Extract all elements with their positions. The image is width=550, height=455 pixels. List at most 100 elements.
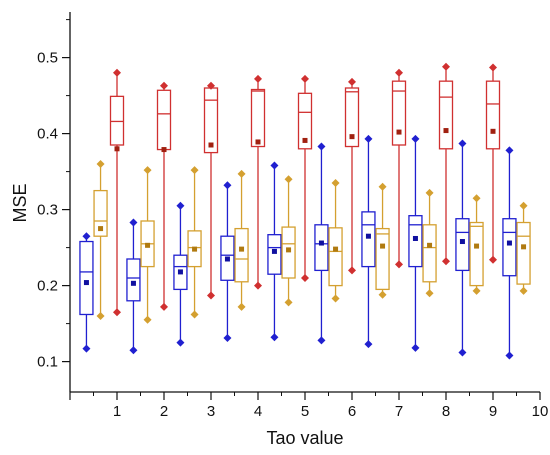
max-marker — [331, 179, 340, 187]
mean-marker — [349, 134, 355, 140]
box-iqr — [502, 218, 517, 277]
min-marker — [348, 266, 356, 275]
min-marker — [176, 338, 185, 347]
min-marker — [519, 286, 528, 295]
mean-marker — [443, 128, 449, 134]
box-iqr — [126, 258, 141, 302]
min-marker — [472, 286, 481, 295]
mean-marker — [412, 235, 418, 241]
x-tick-label: 5 — [301, 403, 309, 420]
min-marker — [378, 290, 387, 299]
min-marker — [364, 340, 373, 349]
x-tick-label: 2 — [160, 403, 168, 420]
x-axis-title: Tao value — [266, 428, 343, 448]
box-iqr — [314, 224, 329, 272]
box-group — [391, 68, 407, 269]
mean-marker — [98, 226, 104, 232]
box-group — [140, 166, 155, 324]
box-iqr — [79, 240, 94, 316]
min-marker — [270, 333, 279, 342]
box-group — [234, 169, 249, 311]
max-marker — [348, 77, 356, 86]
box-group — [297, 74, 313, 282]
x-tick-label: 3 — [207, 403, 215, 420]
box-group — [344, 77, 360, 275]
box-group — [281, 175, 296, 307]
box-iqr — [328, 227, 343, 287]
min-marker — [395, 260, 403, 269]
box-group — [267, 161, 282, 342]
box-iqr — [391, 80, 407, 146]
mean-marker — [474, 243, 480, 249]
min-marker — [425, 289, 434, 298]
max-marker — [458, 139, 467, 148]
box-group — [408, 134, 423, 352]
box-group — [173, 201, 188, 347]
box-group — [485, 63, 501, 264]
mean-marker — [365, 233, 371, 239]
mean-marker — [130, 280, 136, 286]
y-tick-label: 0.3 — [37, 202, 58, 219]
max-marker — [237, 169, 246, 178]
y-tick-label: 0.5 — [37, 50, 58, 67]
max-marker — [207, 81, 215, 90]
max-marker — [223, 181, 232, 190]
box-group — [250, 74, 266, 290]
x-tick-label: 7 — [395, 403, 403, 420]
min-marker — [411, 343, 420, 352]
box-group — [422, 188, 437, 298]
y-tick-label: 0.2 — [37, 278, 58, 295]
mean-marker — [192, 246, 198, 252]
min-marker — [254, 281, 262, 290]
min-marker — [129, 346, 138, 355]
min-marker — [331, 294, 340, 303]
y-axis-title: MSE — [10, 183, 30, 222]
mean-marker — [396, 129, 402, 135]
max-marker — [364, 134, 373, 143]
mean-marker — [380, 243, 386, 249]
max-marker — [317, 142, 326, 151]
mean-marker — [208, 142, 214, 148]
mean-marker — [271, 248, 277, 254]
min-marker — [113, 308, 121, 317]
box-iqr — [156, 89, 172, 151]
max-marker — [505, 146, 514, 155]
max-marker — [442, 62, 450, 71]
mean-marker — [83, 280, 89, 286]
ticks-layer: 1 2 3 4 5 6 7 8 9 10 0.1 0.2 0.3 0.4 0.5 — [37, 19, 548, 420]
max-marker — [519, 201, 528, 210]
min-marker — [284, 298, 293, 307]
box-group — [455, 139, 470, 357]
mean-marker — [239, 246, 245, 252]
min-marker — [317, 336, 326, 345]
boxes-layer — [79, 62, 531, 360]
y-tick-label: 0.4 — [37, 126, 58, 143]
max-marker — [378, 182, 387, 191]
min-marker — [442, 257, 450, 266]
box-group — [187, 166, 202, 319]
max-marker — [176, 201, 185, 210]
mean-marker — [521, 244, 527, 250]
box-iqr — [297, 92, 313, 150]
box-group — [93, 160, 108, 320]
max-marker — [411, 134, 420, 143]
max-marker — [129, 218, 138, 227]
min-marker — [458, 348, 467, 357]
max-marker — [270, 161, 279, 170]
mean-marker — [333, 246, 339, 252]
box-group — [314, 142, 329, 345]
max-marker — [113, 68, 121, 77]
box-group — [328, 179, 343, 303]
mean-marker — [145, 242, 151, 248]
box-iqr — [267, 234, 282, 275]
min-marker — [489, 255, 497, 264]
min-marker — [190, 310, 199, 319]
box-iqr — [93, 189, 108, 237]
max-marker — [143, 166, 152, 175]
box-iqr — [469, 221, 484, 287]
mean-marker — [318, 240, 324, 246]
min-marker — [207, 291, 215, 300]
box-iqr — [234, 227, 249, 283]
x-tick-label: 4 — [254, 403, 262, 420]
max-marker — [425, 188, 434, 197]
